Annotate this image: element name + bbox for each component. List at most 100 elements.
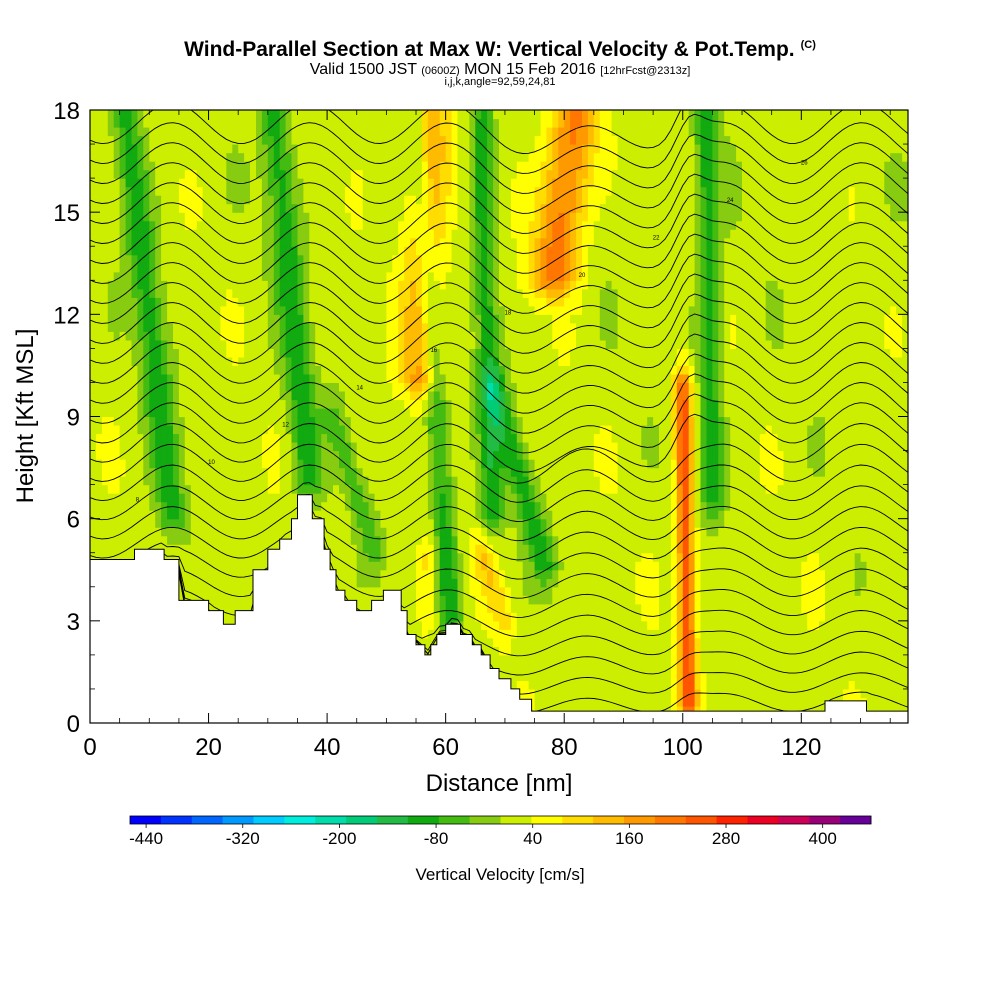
velocity-cell [333,186,340,196]
velocity-cell [475,382,482,392]
velocity-cell [386,237,393,247]
velocity-cell [463,135,470,145]
velocity-cell [273,203,281,213]
velocity-cell [143,135,150,145]
velocity-cell [95,127,103,137]
velocity-cell [178,518,186,528]
velocity-cell [273,186,281,196]
velocity-cell [267,459,275,469]
velocity-cell [107,442,115,452]
velocity-cell [356,322,364,332]
velocity-cell [113,399,121,409]
velocity-cell [433,399,441,409]
velocity-cell [350,561,358,571]
velocity-cell [339,135,346,145]
velocity-cell [398,433,405,443]
velocity-cell [90,527,97,537]
velocity-cell [184,476,192,486]
velocity-cell [410,501,417,511]
velocity-cell [190,527,198,537]
velocity-cell [238,152,245,162]
velocity-cell [291,450,298,460]
velocity-cell [421,135,429,145]
velocity-cell [309,237,316,247]
velocity-cell [398,161,405,171]
velocity-cell [190,152,198,162]
velocity-cell [350,135,358,145]
velocity-cell [226,178,233,188]
velocity-cell [143,144,150,154]
velocity-cell [469,178,476,188]
velocity-cell [297,408,304,418]
velocity-cell [481,280,488,290]
velocity-cell [238,399,245,409]
velocity-cell [451,127,459,137]
velocity-cell [90,161,97,171]
velocity-cell [427,476,435,486]
velocity-cell [350,195,358,205]
velocity-cell [149,314,156,324]
velocity-cell [344,186,352,196]
velocity-cell [202,280,210,290]
velocity-cell [155,476,162,486]
velocity-cell [356,127,364,137]
velocity-cell [433,237,441,247]
velocity-cell [220,450,227,460]
velocity-cell [392,552,399,562]
velocity-cell [469,271,476,281]
velocity-cell [131,195,138,205]
velocity-cell [178,169,186,179]
velocity-cell [279,348,287,358]
velocity-cell [410,450,417,460]
velocity-cell [273,110,281,120]
velocity-cell [238,467,245,477]
velocity-cell [196,118,204,128]
velocity-cell [481,331,488,341]
velocity-cell [119,544,127,554]
velocity-cell [481,603,488,613]
velocity-cell [368,501,376,511]
velocity-cell [190,246,198,256]
velocity-cell [303,433,310,443]
velocity-cell [208,552,216,562]
velocity-cell [250,348,257,358]
velocity-cell [107,518,115,528]
velocity-cell [273,322,281,332]
velocity-cell [173,459,180,469]
velocity-cell [184,501,192,511]
velocity-cell [131,544,138,554]
velocity-cell [481,152,488,162]
velocity-cell [416,425,423,435]
velocity-cell [321,110,328,120]
velocity-cell [451,254,459,264]
velocity-cell [184,297,192,307]
velocity-cell [250,118,257,128]
velocity-cell [327,450,334,460]
velocity-cell [368,484,376,494]
velocity-cell [451,535,459,545]
velocity-cell [392,399,399,409]
velocity-cell [380,425,387,435]
velocity-cell [350,382,358,392]
velocity-cell [173,433,180,443]
velocity-cell [125,391,133,401]
velocity-cell [333,339,340,349]
velocity-cell [321,127,328,137]
velocity-cell [445,212,453,222]
velocity-cell [333,127,340,137]
velocity-cell [469,399,476,409]
velocity-cell [101,416,109,426]
velocity-cell [404,271,411,281]
velocity-cell [315,169,322,179]
velocity-cell [125,331,133,341]
velocity-cell [410,603,417,613]
velocity-cell [469,493,476,503]
velocity-cell [427,314,435,324]
velocity-cell [184,127,192,137]
velocity-cell [178,263,186,273]
velocity-cell [238,493,245,503]
velocity-cell [226,586,233,596]
velocity-cell [273,271,281,281]
velocity-cell [356,305,364,315]
velocity-cell [368,442,376,452]
